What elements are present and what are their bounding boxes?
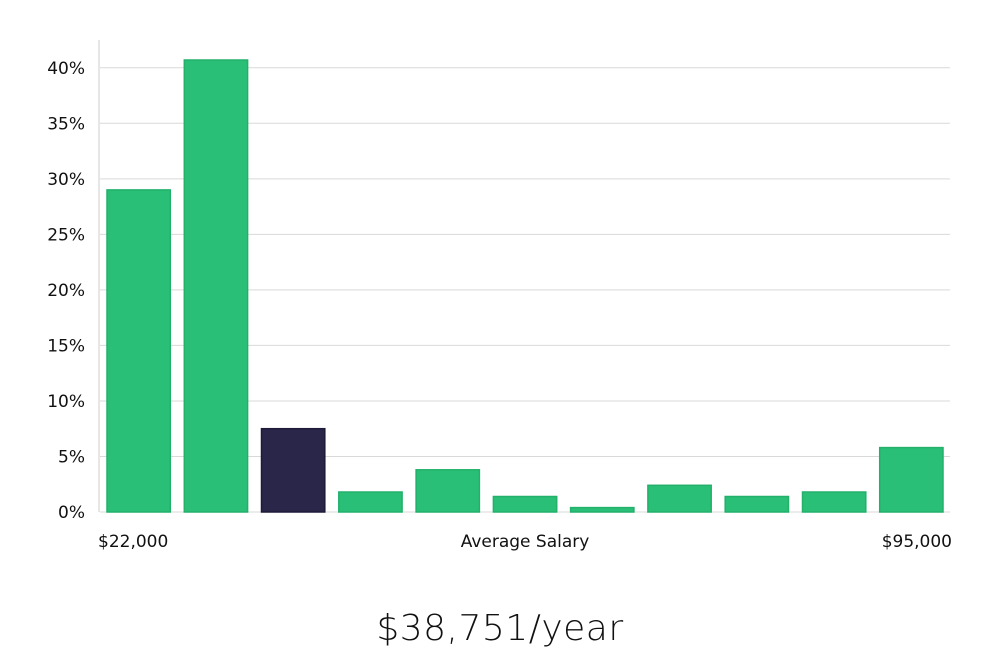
- y-tick-label: 10%: [47, 392, 85, 412]
- y-tick-label: 15%: [47, 336, 85, 356]
- bars: [106, 59, 944, 513]
- x-label-min: $22,000: [98, 532, 168, 552]
- y-tick-label: 20%: [47, 281, 85, 301]
- bar: [338, 491, 403, 513]
- bar: [569, 506, 635, 513]
- x-axis-title: Average Salary: [461, 532, 590, 552]
- y-tick-label: 40%: [47, 59, 85, 79]
- bar: [801, 491, 867, 513]
- bar: [492, 495, 558, 513]
- bar: [106, 189, 172, 513]
- bar: [724, 495, 790, 513]
- x-label-max: $95,000: [882, 532, 952, 552]
- bar-highlighted: [260, 427, 326, 513]
- y-tick-label: 5%: [58, 447, 85, 467]
- y-axis-ticks: 0% 5% 10% 15% 20% 25% 30% 35% 40%: [47, 59, 85, 523]
- bar: [878, 446, 944, 513]
- y-tick-label: 30%: [47, 170, 85, 190]
- bar: [415, 469, 481, 513]
- salary-histogram: 0% 5% 10% 15% 20% 25% 30% 35% 40% $22,000 Averag…: [47, 40, 952, 552]
- bar: [183, 59, 249, 513]
- y-tick-label: 25%: [47, 225, 85, 245]
- bar: [647, 484, 712, 513]
- y-tick-label: 35%: [47, 114, 85, 134]
- y-tick-label: 0%: [58, 503, 85, 523]
- average-salary-value: $38,751/year: [376, 608, 624, 649]
